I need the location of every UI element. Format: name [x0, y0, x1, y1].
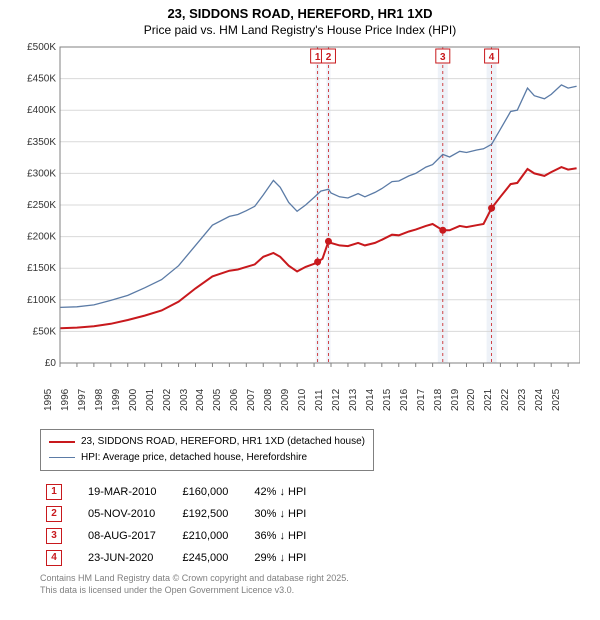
legend-swatch — [49, 457, 75, 458]
xtick-label: 2000 — [128, 389, 139, 411]
xtick-label: 2014 — [365, 389, 376, 411]
chart-svg: £0 £50K £100K £150K £200K £250K £300K £350K £400… — [20, 43, 580, 383]
svg-text:£300K: £300K — [27, 168, 56, 179]
xtick-label: 2018 — [433, 389, 444, 411]
svg-text:1: 1 — [315, 52, 321, 63]
svg-text:2: 2 — [326, 52, 332, 63]
xtick-label: 2008 — [263, 389, 274, 411]
xtick-label: 2020 — [466, 389, 477, 411]
legend: 23, SIDDONS ROAD, HEREFORD, HR1 1XD (det… — [40, 429, 374, 471]
chart-subtitle: Price paid vs. HM Land Registry's House … — [0, 23, 600, 37]
xtick-label: 2022 — [500, 389, 511, 411]
xtick-label: 2010 — [297, 389, 308, 411]
xtick-label: 2015 — [382, 389, 393, 411]
xtick-label: 2011 — [314, 389, 325, 411]
xtick-label: 2021 — [483, 389, 494, 411]
xtick-label: 2019 — [450, 389, 461, 411]
sale-delta: 29% ↓ HPI — [248, 547, 326, 569]
xtick-label: 2012 — [331, 389, 342, 411]
svg-text:£250K: £250K — [27, 200, 56, 211]
legend-row: HPI: Average price, detached house, Here… — [49, 450, 365, 466]
xtick-label: 2002 — [162, 389, 173, 411]
xtick-label: 1998 — [94, 389, 105, 411]
xtick-label: 2017 — [416, 389, 427, 411]
svg-text:£150K: £150K — [27, 263, 56, 274]
svg-text:£200K: £200K — [27, 231, 56, 242]
xtick-label: 2007 — [246, 389, 257, 411]
xtick-label: 2003 — [179, 389, 190, 411]
footnote-line1: Contains HM Land Registry data © Crown c… — [40, 573, 349, 583]
chart-area: £0 £50K £100K £150K £200K £250K £300K £350K £400… — [20, 43, 580, 383]
xtick-label: 1999 — [111, 389, 122, 411]
svg-text:£100K: £100K — [27, 295, 56, 306]
svg-text:£400K: £400K — [27, 105, 56, 116]
sale-number-box: 2 — [46, 506, 62, 522]
xtick-label: 2005 — [212, 389, 223, 411]
sale-date: 23-JUN-2020 — [82, 547, 176, 569]
sale-number-box: 4 — [46, 550, 62, 566]
table-row: 4 23-JUN-2020£245,00029% ↓ HPI — [40, 547, 326, 569]
sale-delta: 36% ↓ HPI — [248, 525, 326, 547]
xtick-label: 2001 — [145, 389, 156, 411]
svg-text:4: 4 — [489, 52, 495, 63]
xtick-label: 1996 — [60, 389, 71, 411]
sale-date: 19-MAR-2010 — [82, 481, 176, 503]
xtick-label: 2004 — [195, 389, 206, 411]
sale-price: £210,000 — [176, 525, 248, 547]
sales-table: 1 19-MAR-2010£160,00042% ↓ HPI 2 05-NOV-201… — [40, 481, 326, 569]
sale-number-box: 1 — [46, 484, 62, 500]
chart-title: 23, SIDDONS ROAD, HEREFORD, HR1 1XD — [0, 6, 600, 23]
legend-row: 23, SIDDONS ROAD, HEREFORD, HR1 1XD (det… — [49, 434, 365, 450]
xtick-label: 2009 — [280, 389, 291, 411]
xtick-label: 2006 — [229, 389, 240, 411]
table-row: 1 19-MAR-2010£160,00042% ↓ HPI — [40, 481, 326, 503]
sale-number-box: 3 — [46, 528, 62, 544]
xtick-label: 2024 — [534, 389, 545, 411]
svg-text:£0: £0 — [45, 358, 57, 369]
xtick-label: 2016 — [399, 389, 410, 411]
sale-price: £192,500 — [176, 503, 248, 525]
svg-text:£350K: £350K — [27, 137, 56, 148]
xtick-label: 1995 — [43, 389, 54, 411]
sale-price: £245,000 — [176, 547, 248, 569]
svg-text:£500K: £500K — [27, 43, 56, 53]
xtick-label: 1997 — [77, 389, 88, 411]
sale-delta: 30% ↓ HPI — [248, 503, 326, 525]
xtick-label: 2023 — [517, 389, 528, 411]
sale-price: £160,000 — [176, 481, 248, 503]
table-row: 2 05-NOV-2010£192,50030% ↓ HPI — [40, 503, 326, 525]
xtick-label: 2025 — [551, 389, 562, 411]
legend-label: 23, SIDDONS ROAD, HEREFORD, HR1 1XD (det… — [81, 436, 365, 447]
svg-text:£450K: £450K — [27, 73, 56, 84]
x-axis-labels: 1995 1996 1997 1998 1999 2000 2001 2002 2003 2004… — [40, 383, 560, 423]
xtick-label: 2013 — [348, 389, 359, 411]
legend-swatch — [49, 441, 75, 443]
table-row: 3 08-AUG-2017£210,00036% ↓ HPI — [40, 525, 326, 547]
legend-label: HPI: Average price, detached house, Here… — [81, 452, 307, 463]
svg-text:3: 3 — [440, 52, 446, 63]
footnote-line2: This data is licensed under the Open Gov… — [40, 585, 294, 595]
sale-date: 05-NOV-2010 — [82, 503, 176, 525]
svg-text:£50K: £50K — [33, 326, 57, 337]
sale-date: 08-AUG-2017 — [82, 525, 176, 547]
footnote: Contains HM Land Registry data © Crown c… — [40, 573, 600, 596]
sale-delta: 42% ↓ HPI — [248, 481, 326, 503]
